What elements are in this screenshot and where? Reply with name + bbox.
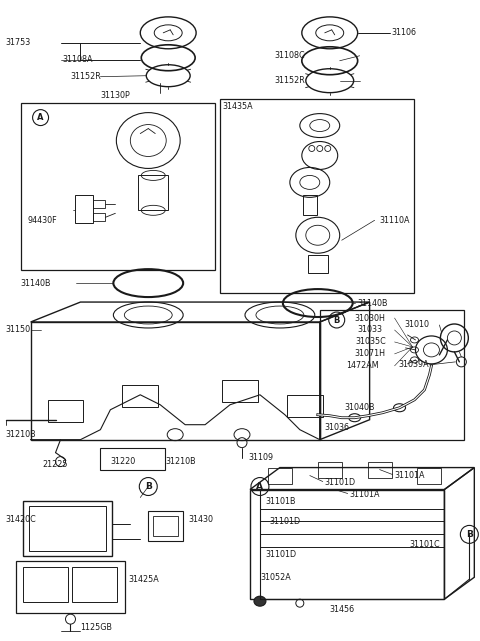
Bar [16, 562, 125, 613]
Text: 94430F: 94430F [28, 216, 57, 225]
Bar [100, 447, 165, 470]
Text: 31101D: 31101D [270, 517, 301, 526]
Bar [153, 517, 178, 537]
Bar [23, 567, 68, 602]
Text: 31210B: 31210B [165, 457, 196, 466]
Bar [21, 103, 215, 270]
Text: 31106: 31106 [392, 28, 417, 37]
Text: 31010: 31010 [405, 320, 430, 329]
Bar [287, 395, 323, 417]
Text: 31140B: 31140B [21, 279, 51, 288]
Text: 31430: 31430 [188, 515, 213, 524]
Text: 31152R: 31152R [274, 76, 305, 85]
Bar [72, 567, 117, 602]
Text: 31220: 31220 [110, 457, 136, 466]
Text: 21225: 21225 [43, 460, 68, 469]
Bar [368, 462, 392, 478]
Bar [303, 196, 317, 215]
Text: A: A [37, 113, 44, 122]
Text: B: B [145, 482, 152, 491]
Text: 31036: 31036 [325, 423, 350, 432]
Bar [94, 201, 106, 208]
Text: 31071H: 31071H [355, 349, 385, 358]
Text: 31035C: 31035C [356, 337, 386, 346]
Text: 31435A: 31435A [222, 102, 252, 111]
Text: 31101C: 31101C [409, 540, 440, 549]
Bar [268, 467, 292, 483]
Bar [320, 310, 464, 440]
Text: A: A [256, 482, 264, 491]
Text: 31130P: 31130P [100, 91, 130, 100]
Text: 31456: 31456 [330, 604, 355, 613]
Text: 31101A: 31101A [350, 490, 380, 499]
Text: 31420C: 31420C [6, 515, 36, 524]
Text: B: B [466, 530, 473, 539]
Text: 31108A: 31108A [62, 55, 93, 64]
Bar [29, 506, 107, 551]
Bar [75, 196, 94, 223]
Bar [122, 385, 158, 407]
Text: 31753: 31753 [6, 38, 31, 47]
Text: 31152R: 31152R [71, 72, 101, 81]
Text: 31052A: 31052A [260, 573, 291, 582]
Text: 31101D: 31101D [325, 478, 356, 487]
Text: 31110A: 31110A [380, 216, 410, 225]
Bar [308, 255, 328, 273]
Text: 31033: 31033 [358, 326, 383, 335]
Text: 31140B: 31140B [358, 299, 388, 308]
Text: B: B [334, 315, 340, 324]
Text: 31030H: 31030H [355, 313, 385, 322]
Bar [138, 176, 168, 210]
Bar [250, 490, 444, 599]
Bar [148, 512, 183, 542]
Bar [318, 462, 342, 478]
Text: 31150: 31150 [6, 326, 31, 335]
Text: 31101B: 31101B [265, 497, 295, 506]
Bar [23, 501, 112, 556]
Text: 1472AM: 1472AM [346, 362, 378, 370]
Ellipse shape [254, 596, 266, 606]
Text: 31039A: 31039A [399, 360, 430, 369]
Text: 31425A: 31425A [128, 575, 159, 584]
Text: 31101D: 31101D [265, 550, 296, 559]
Bar [220, 99, 415, 293]
Text: 31109: 31109 [248, 453, 273, 462]
Bar [94, 213, 106, 221]
Bar [222, 380, 258, 402]
Text: 31040B: 31040B [345, 403, 375, 412]
Bar [48, 400, 84, 422]
Bar [418, 467, 442, 483]
Text: 31210B: 31210B [6, 430, 36, 439]
Text: 31108C: 31108C [274, 51, 305, 60]
Text: 1125GB: 1125GB [81, 622, 112, 631]
Text: 31101A: 31101A [395, 471, 425, 480]
